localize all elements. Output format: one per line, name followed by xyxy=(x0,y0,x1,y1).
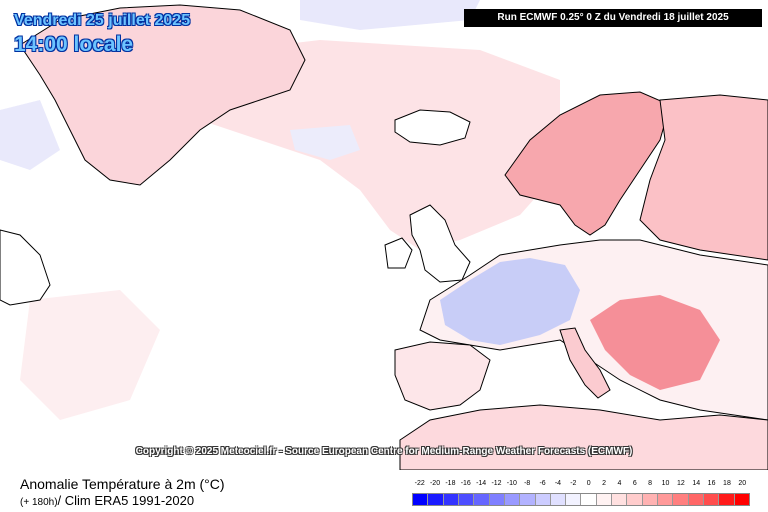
ocean-cool-patch-west xyxy=(0,100,60,170)
finland-russia xyxy=(639,94,768,261)
legend-swatch xyxy=(458,494,475,505)
legend-label: 2 xyxy=(602,480,606,487)
legend-swatch xyxy=(596,494,613,505)
anomaly-map xyxy=(0,0,768,470)
map-variable-title: Anomalie Température à 2m (°C) xyxy=(20,476,225,492)
legend-label: 0 xyxy=(586,480,591,487)
legend-swatch xyxy=(627,494,643,505)
legend-swatch xyxy=(489,494,505,505)
italy xyxy=(559,327,611,399)
legend-swatch xyxy=(428,494,444,505)
legend-bar xyxy=(412,493,750,506)
climatology-reference: / Clim ERA5 1991-2020 xyxy=(57,493,195,508)
legend-label: 18 xyxy=(723,480,731,487)
legend-label: -18 xyxy=(445,480,456,487)
legend-label: 16 xyxy=(707,480,716,487)
map-subtitle: (+ 180h)/ Clim ERA5 1991-2020 xyxy=(20,493,194,508)
scandinavia xyxy=(504,91,671,236)
legend-label: -10 xyxy=(506,480,517,487)
legend-swatch xyxy=(581,494,597,505)
legend-swatch xyxy=(474,494,490,505)
labrador xyxy=(0,229,51,306)
legend-swatch xyxy=(504,494,521,505)
legend-swatch xyxy=(550,494,567,505)
ireland xyxy=(384,237,413,269)
france-cool-anomaly xyxy=(440,258,580,345)
ocean-cool-patch-mid xyxy=(290,125,360,160)
balkans-warm-anomaly xyxy=(590,295,720,390)
legend-label: -4 xyxy=(554,480,562,487)
iberian-peninsula xyxy=(394,341,491,411)
iceland xyxy=(394,109,471,146)
footer: Anomalie Température à 2m (°C) (+ 180h)/… xyxy=(0,470,768,512)
legend-label: 8 xyxy=(648,480,653,487)
legend-swatch xyxy=(413,494,429,505)
forecast-date: Vendredi 25 juillet 2025 xyxy=(14,12,191,29)
legend-swatch xyxy=(566,494,582,505)
legend-label: -22 xyxy=(414,480,425,487)
legend-swatch xyxy=(535,494,551,505)
legend-label: 6 xyxy=(632,480,637,487)
copyright-notice: Copyright © 2025 Meteociel.fr - Source E… xyxy=(135,446,633,457)
legend-swatch xyxy=(520,494,536,505)
legend-label: -12 xyxy=(491,480,502,487)
legend-label: -16 xyxy=(460,480,471,487)
legend-labels: -22 -20 -18 -16 -14 -12 -10 -8 -6 -4 -2 0 2 4 6 8 10 12 14… xyxy=(412,480,750,491)
legend-swatch xyxy=(658,494,674,505)
legend-swatch xyxy=(719,494,735,505)
greenland xyxy=(19,4,306,186)
legend-label: -2 xyxy=(570,480,577,487)
run-info: Run ECMWF 0.25° 0 Z du Vendredi 18 juill… xyxy=(464,9,762,27)
forecast-lead-time: (+ 180h) xyxy=(20,497,58,508)
legend-label: -20 xyxy=(429,480,441,487)
legend-label: 4 xyxy=(617,480,622,487)
forecast-time: 14:00 locale xyxy=(14,33,134,56)
north-africa xyxy=(399,404,768,470)
color-legend: -22 -20 -18 -16 -14 -12 -10 -8 -6 -4 -2 0 2 4 6 8 10 12 14… xyxy=(412,480,750,510)
legend-swatch xyxy=(642,494,658,505)
legend-swatch xyxy=(612,494,628,505)
legend-label: -6 xyxy=(539,480,546,487)
legend-label: 14 xyxy=(692,480,701,487)
legend-swatch xyxy=(673,494,689,505)
legend-label: -14 xyxy=(476,480,487,487)
legend-swatch xyxy=(688,494,704,505)
ocean-warm-patch-west xyxy=(20,290,160,420)
ocean-cool-patch-north xyxy=(300,0,480,30)
legend-swatch xyxy=(443,494,459,505)
legend-swatch xyxy=(734,494,749,505)
legend-label: 10 xyxy=(661,480,670,487)
legend-label: 12 xyxy=(676,480,685,487)
legend-label: -8 xyxy=(524,480,531,487)
legend-swatch xyxy=(703,494,720,505)
legend-label: 20 xyxy=(738,480,747,487)
